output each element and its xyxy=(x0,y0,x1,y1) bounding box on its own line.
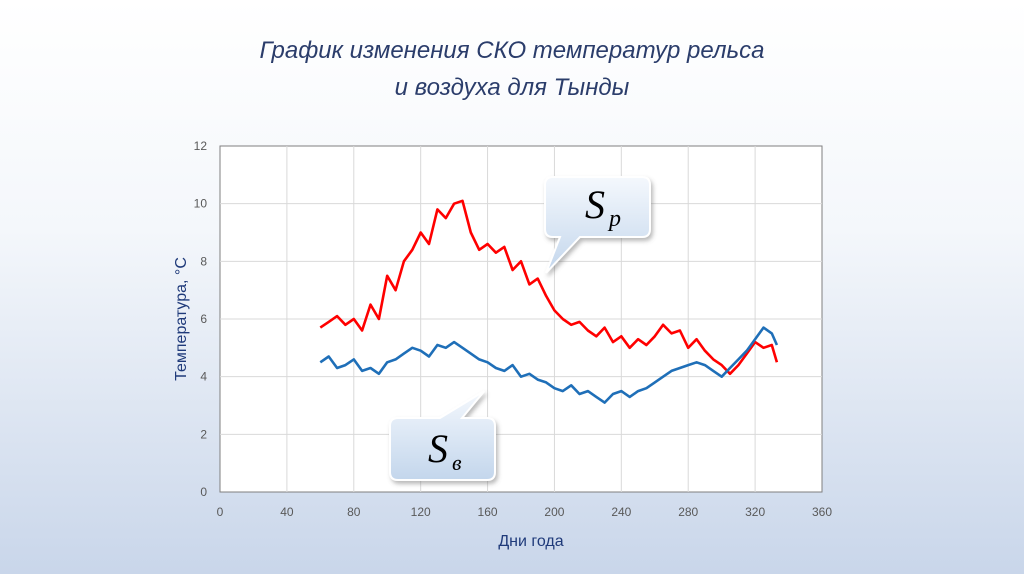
x-tick-label: 240 xyxy=(611,505,631,519)
x-tick-label: 0 xyxy=(217,505,224,519)
chart-title: График изменения СКО температур рельса и… xyxy=(0,32,1024,106)
y-axis-label: Температура, °С xyxy=(173,257,190,381)
x-tick-label: 360 xyxy=(812,505,832,519)
x-tick-label: 280 xyxy=(678,505,698,519)
callout-main-text: S xyxy=(585,182,605,227)
callout-bubble xyxy=(544,176,651,274)
x-tick-label: 120 xyxy=(411,505,431,519)
x-tick-label: 200 xyxy=(544,505,564,519)
x-tick-label: 320 xyxy=(745,505,765,519)
callout-sub-text: в xyxy=(452,450,462,475)
x-tick-label: 40 xyxy=(280,505,294,519)
callout-sub-text: p xyxy=(607,206,621,232)
chart-title-line-2: и воздуха для Тынды xyxy=(394,74,630,101)
callout-bubble xyxy=(389,390,496,481)
callout-rail xyxy=(544,176,651,274)
callout-main-text: S xyxy=(428,426,448,471)
y-tick-label: 8 xyxy=(200,254,207,268)
y-tick-label: 10 xyxy=(194,197,208,211)
x-tick-label: 80 xyxy=(347,505,361,519)
y-tick-label: 4 xyxy=(200,370,207,384)
x-axis-label: Дни года xyxy=(498,533,563,550)
y-tick-label: 12 xyxy=(194,139,208,153)
y-tick-label: 0 xyxy=(200,485,207,499)
x-tick-label: 160 xyxy=(478,505,498,519)
callout-air xyxy=(389,390,496,481)
chart-title-line-1: График изменения СКО температур рельса xyxy=(259,37,765,64)
y-tick-label: 6 xyxy=(200,312,207,326)
y-tick-label: 2 xyxy=(200,427,207,441)
series-line-rail xyxy=(319,199,779,376)
series-line-air xyxy=(319,326,779,404)
